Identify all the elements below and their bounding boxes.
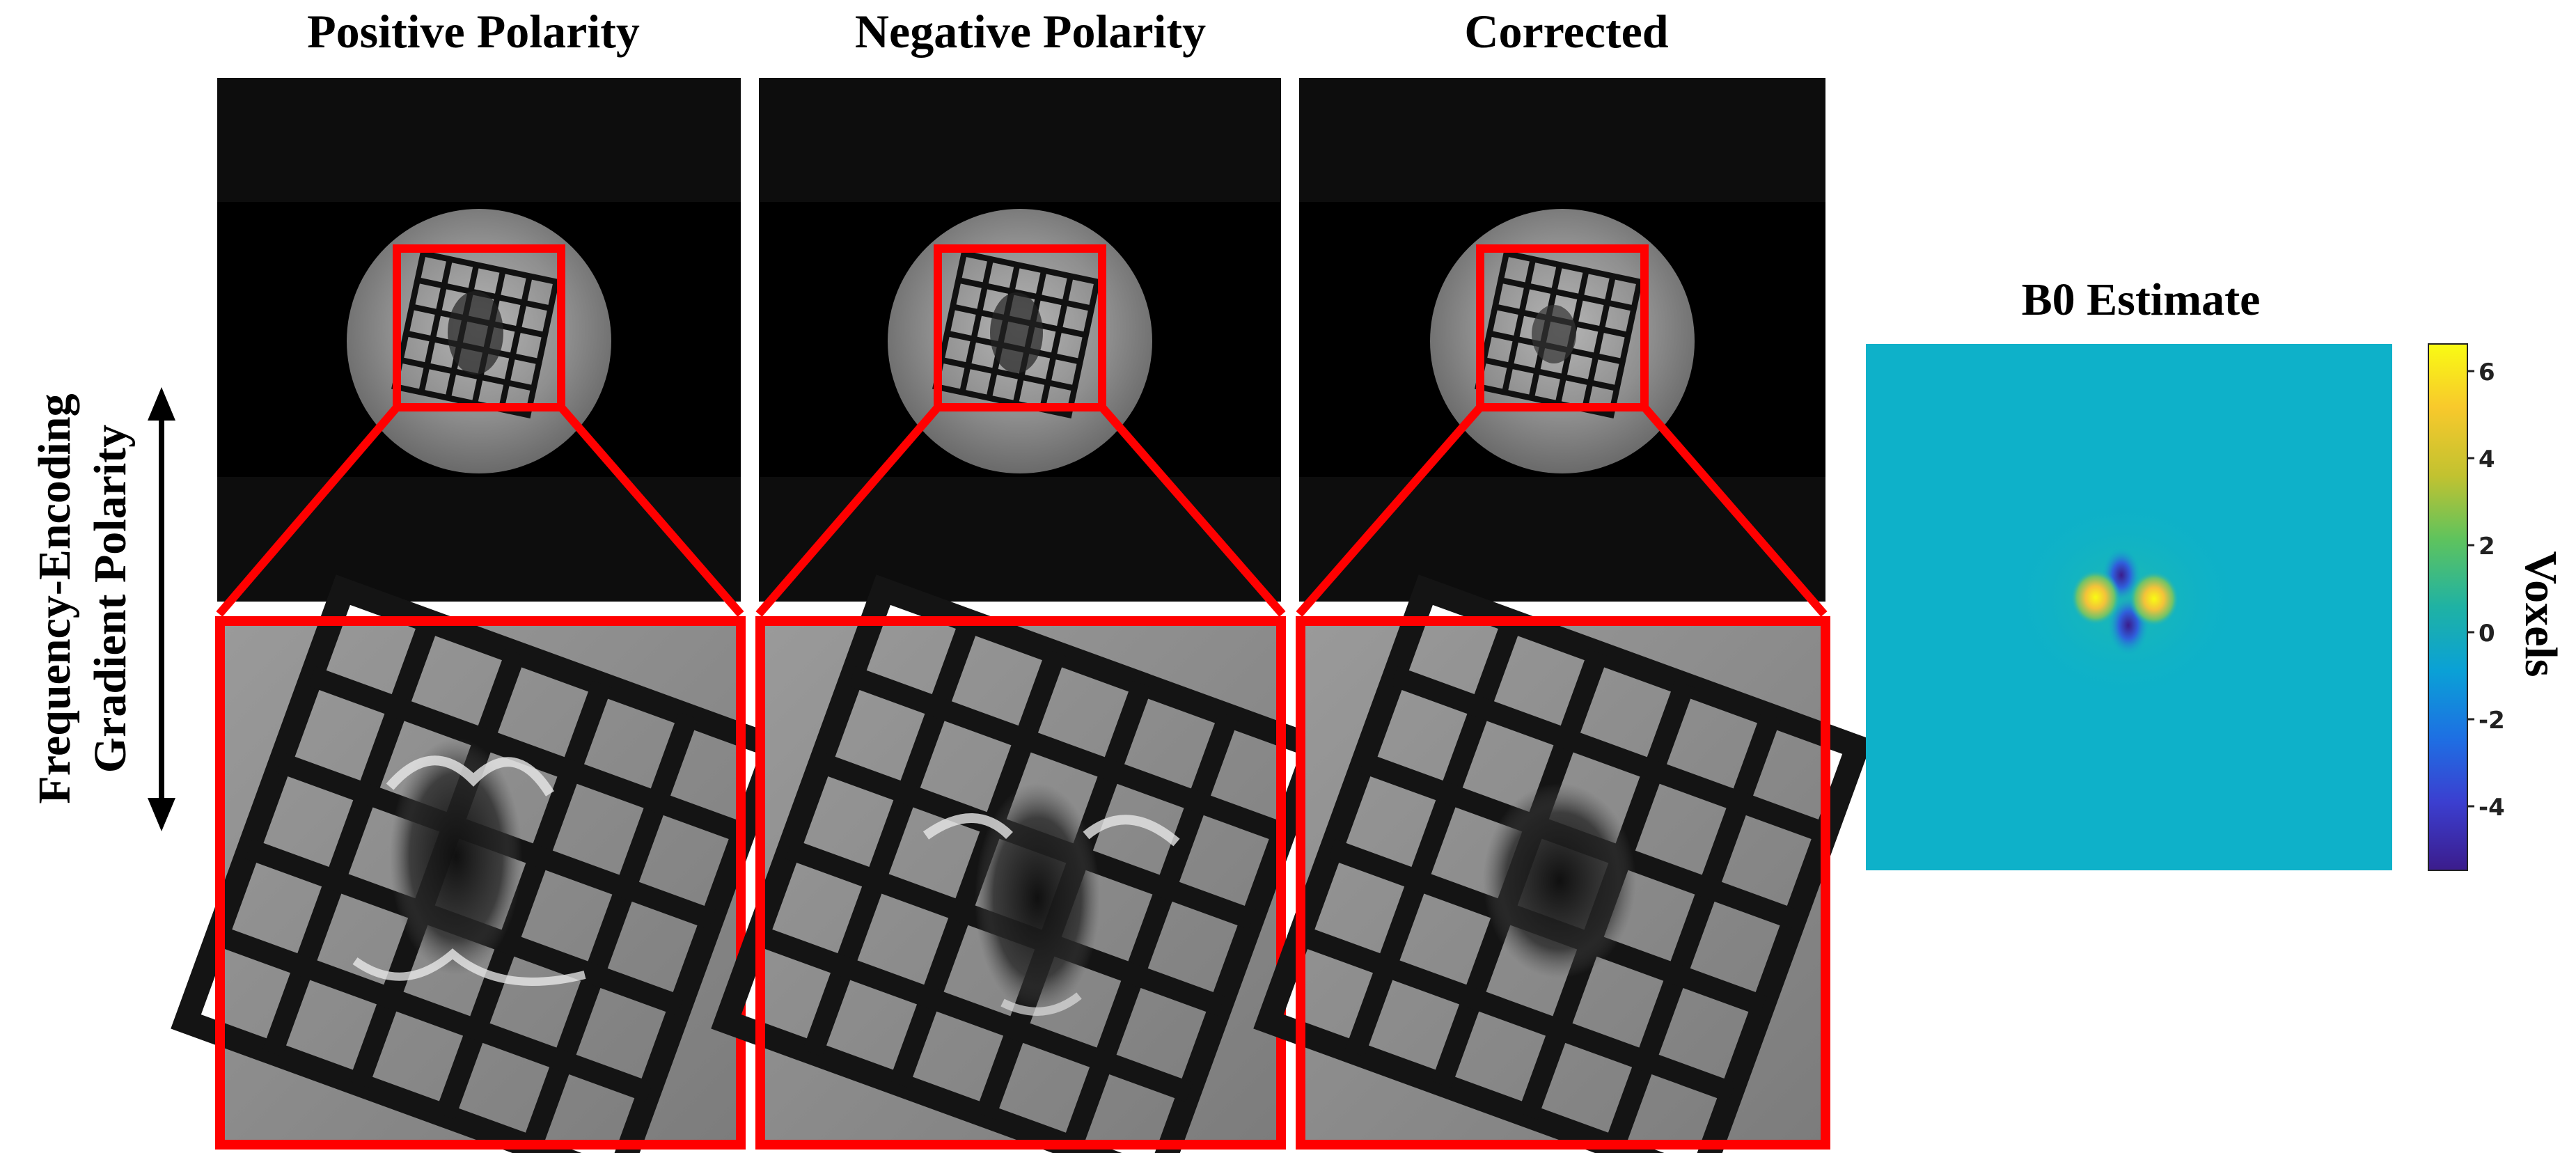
zoom-connectors [216,405,1828,617]
colorbar-tick-label: -4 [2479,794,2505,822]
side-label-line2: Gradient Polarity [85,425,136,773]
b0-map [1866,344,2392,870]
zoom-box-negative [934,244,1106,411]
zoom-box-positive [393,244,565,411]
mri-top-positive [217,78,741,602]
colorbar-tick-label: 0 [2479,620,2495,648]
b0-title: B0 Estimate [2022,274,2261,325]
title-negative-polarity: Negative Polarity [855,5,1206,58]
mri-zoom-positive [186,590,775,1153]
title-positive-polarity: Positive Polarity [307,5,640,58]
colorbar-tick-label: 2 [2479,533,2495,560]
mri-top-corrected [1299,78,1825,602]
colorbar-tick-label: 4 [2479,446,2495,473]
zoom-box-corrected [1476,244,1649,411]
colorbar-tick-label: 6 [2479,359,2495,386]
colorbar: 6 4 2 0 -2 -4 [2428,343,2505,871]
side-label-line1: Frequency-Encoding [29,393,80,803]
double-arrow-icon [148,387,175,831]
colorbar-label: Voxels [2515,551,2566,677]
side-label: Frequency-Encoding Gradient Polarity [29,393,136,803]
mri-zoom-negative [726,590,1315,1153]
colorbar-tick-label: -2 [2479,707,2505,735]
mri-zoom-corrected [1269,590,1858,1153]
title-corrected: Corrected [1464,5,1668,58]
